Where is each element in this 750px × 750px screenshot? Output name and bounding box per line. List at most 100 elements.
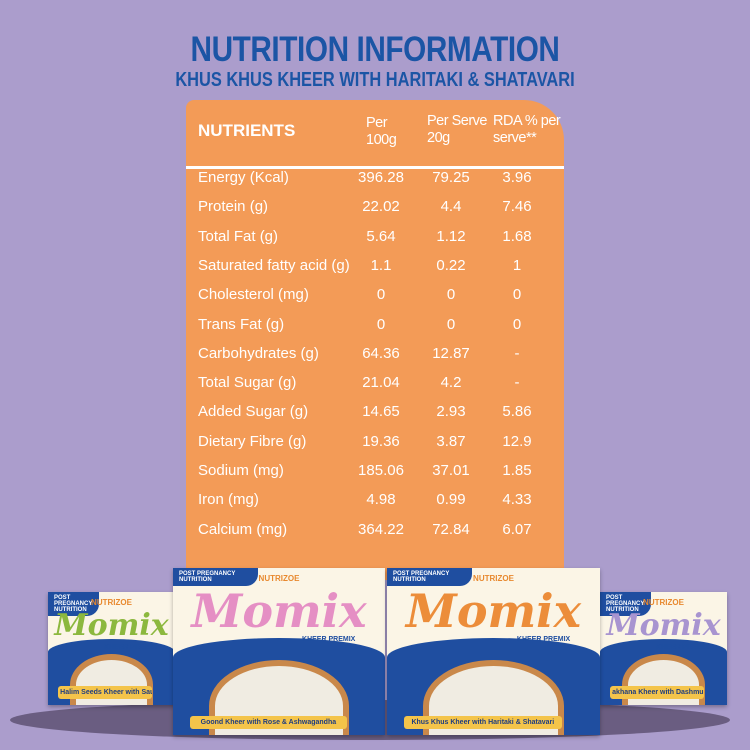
cell-per100: 22.02 (362, 198, 400, 216)
cell-rda: 7.46 (502, 198, 532, 216)
momix-logo: Momix (54, 608, 169, 643)
table-header: NUTRIENTS Per 100g Per Serve 20g RDA % per… (186, 100, 564, 165)
brand-logo: NUTRIZOE (473, 574, 514, 583)
header-text: Per Serve (427, 113, 487, 129)
product-name: Halim Seeds Kheer with Saunth & Kri (58, 686, 153, 699)
cell-serve: 1.12 (436, 227, 466, 245)
table-row: Cholesterol (mg) 0 0 0 (186, 283, 564, 307)
header-nutrients: NUTRIENTS (198, 121, 296, 140)
cell-name: Total Fat (g) (198, 227, 279, 245)
cell-name: Trans Fat (g) (198, 315, 285, 333)
cell-serve: 0.99 (436, 491, 466, 509)
cell-per100: 64.36 (362, 344, 400, 362)
cell-per100: 21.04 (362, 374, 400, 392)
header-rda: RDA % per serve** (493, 113, 561, 147)
product-box: POST PREGNANCY NUTRITION NUTRIZOE Momix … (173, 568, 385, 735)
product-name: Khus Khus Kheer with Haritaki & Shatavar… (404, 716, 562, 729)
cell-name: Calcium (mg) (198, 520, 288, 538)
cell-rda: 1 (512, 256, 522, 274)
box-tag: POST PREGNANCY NUTRITION (387, 568, 473, 586)
header-text: 100g (366, 132, 397, 148)
header-text: 20g (427, 130, 450, 146)
page-title: NUTRITION INFORMATION (190, 30, 560, 69)
cell-serve: 0 (446, 286, 456, 304)
cell-rda: - (514, 374, 520, 392)
cell-per100: 19.36 (362, 432, 400, 450)
nutrition-table: NUTRIENTS Per 100g Per Serve 20g RDA % per… (186, 100, 564, 580)
table-row: Carbohydrates (g) 64.36 12.87 - (186, 342, 564, 366)
kheer-premix-label: KHEER PREMIX (302, 636, 356, 643)
cell-per100: 5.64 (366, 227, 396, 245)
momix-logo: Momix (191, 584, 367, 638)
brand-logo: NUTRIZOE (643, 598, 684, 607)
cell-rda: 12.9 (502, 432, 532, 450)
cell-serve: 0.22 (436, 256, 466, 274)
brand-logo: NUTRIZOE (258, 574, 300, 583)
table-row: Total Fat (g) 5.64 1.12 1.68 (186, 225, 564, 249)
cell-per100: 0 (376, 286, 386, 304)
cell-rda: 1.68 (502, 227, 532, 245)
momix-logo: Momix (606, 608, 721, 643)
cell-serve: 3.87 (436, 432, 466, 450)
cell-per100: 185.06 (358, 462, 404, 479)
cell-per100: 0 (376, 315, 386, 333)
table-row: Added Sugar (g) 14.65 2.93 5.86 (186, 400, 564, 424)
header-text: serve** (493, 130, 537, 146)
cell-name: Sodium (mg) (198, 462, 284, 479)
cell-per100: 1.1 (370, 256, 392, 274)
cell-name: Carbohydrates (g) (198, 344, 319, 362)
brand-logo: NUTRIZOE (91, 598, 132, 607)
header-text: RDA % per (493, 113, 561, 129)
kheer-premix-label: KHEER PREMIX (103, 644, 158, 651)
cell-serve: 37.01 (432, 462, 470, 479)
cell-serve: 12.87 (432, 344, 470, 362)
cell-name: Dietary Fibre (g) (198, 432, 307, 450)
table-row: Total Sugar (g) 21.04 4.2 - (186, 371, 564, 395)
cell-rda: 0 (512, 315, 522, 333)
cell-serve: 4.2 (440, 374, 462, 392)
table-row: Calcium (mg) 364.22 72.84 6.07 (186, 518, 564, 542)
cell-name: Iron (mg) (198, 491, 259, 509)
cell-serve: 2.93 (436, 403, 466, 421)
cell-rda: 3.96 (502, 169, 532, 186)
cell-name: Saturated fatty acid (g) (198, 256, 350, 274)
cell-rda: 5.86 (502, 403, 532, 421)
table-row: Saturated fatty acid (g) 1.1 0.22 1 (186, 254, 564, 278)
table-row: Trans Fat (g) 0 0 0 (186, 313, 564, 337)
cell-rda: - (514, 344, 520, 362)
cell-serve: 79.25 (432, 169, 470, 186)
product-name: Goond Kheer with Rose & Ashwagandha (189, 716, 347, 729)
cell-rda: 0 (512, 286, 522, 304)
cell-name: Cholesterol (mg) (198, 286, 309, 304)
cell-name: Total Sugar (g) (198, 374, 297, 392)
cell-serve: 0 (446, 315, 456, 333)
table-row: Iron (mg) 4.98 0.99 4.33 (186, 488, 564, 512)
cell-per100: 4.98 (366, 491, 396, 509)
box-tag: POST PREGNANCY NUTRITION (600, 592, 651, 616)
table-row: Dietary Fibre (g) 19.36 3.87 12.9 (186, 430, 564, 454)
header-per-serve: Per Serve 20g (427, 113, 487, 147)
header-per-100g: Per 100g (366, 115, 397, 149)
cell-name: Energy (Kcal) (198, 169, 289, 186)
box-tag: POST PREGNANCY NUTRITION (173, 568, 258, 586)
box-tag: POST PREGNANCY NUTRITION (48, 592, 99, 616)
table-row: Sodium (mg) 185.06 37.01 1.85 (186, 459, 564, 483)
header-text: Per (366, 115, 388, 131)
product-subtitle: KHUS KHUS KHEER WITH HARITAKI & SHATAVAR… (175, 69, 575, 91)
product-box: POST PREGNANCY NUTRITION NUTRIZOE Momix … (600, 592, 727, 705)
cell-serve: 4.4 (440, 198, 462, 216)
product-box: POST PREGNANCY NUTRITION NUTRIZOE Momix … (48, 592, 175, 705)
cell-rda: 4.33 (502, 491, 532, 509)
cell-rda: 1.85 (502, 462, 532, 479)
cell-name: Protein (g) (198, 198, 269, 216)
header-divider (186, 166, 564, 169)
cell-serve: 72.84 (432, 520, 470, 538)
table-row: Protein (g) 22.02 4.4 7.46 (186, 195, 564, 219)
table-row: Energy (Kcal) 396.28 79.25 3.96 (186, 166, 564, 190)
cell-name: Added Sugar (g) (198, 403, 309, 421)
cell-per100: 396.28 (358, 169, 404, 186)
momix-logo: Momix (405, 584, 582, 638)
cell-per100: 14.65 (362, 403, 400, 421)
cell-per100: 364.22 (358, 520, 404, 538)
product-name: akhana Kheer with Dashmularishta (610, 686, 705, 699)
